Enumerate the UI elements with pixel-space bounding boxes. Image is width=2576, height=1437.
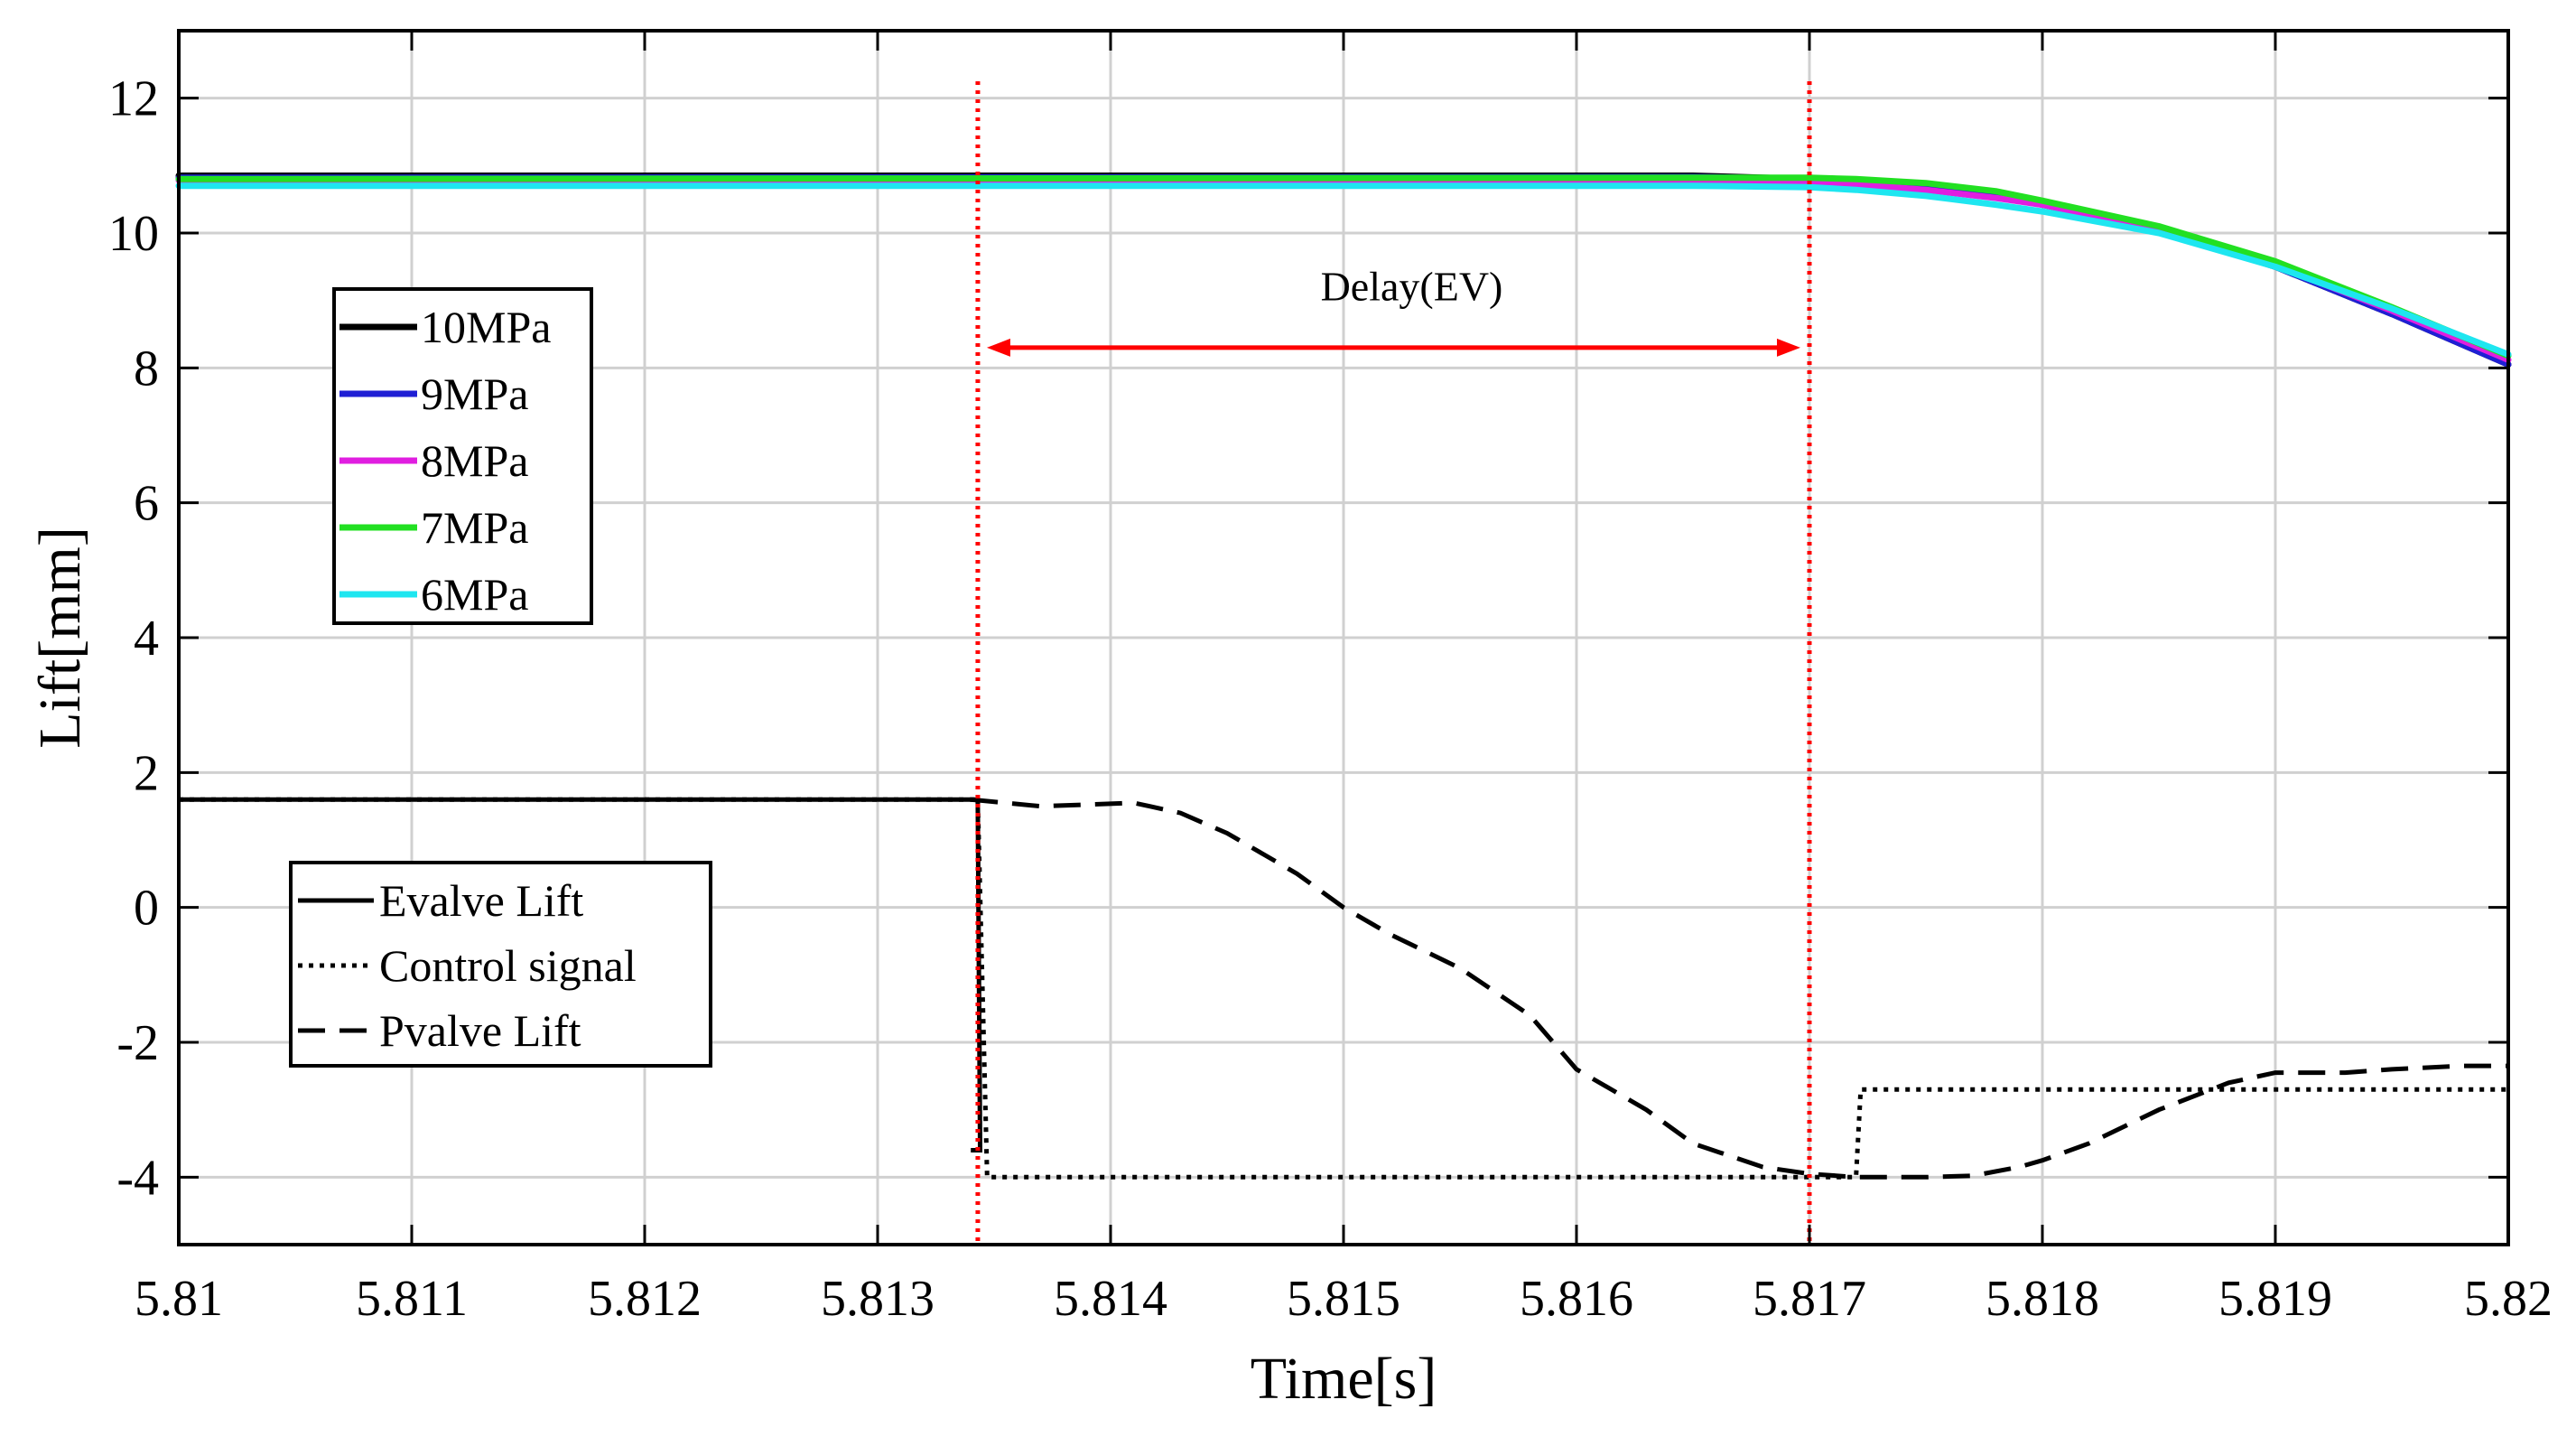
x-tick-label: 5.82 — [2464, 1271, 2553, 1327]
x-tick-label: 5.812 — [588, 1271, 702, 1327]
delay-arrow-head-right — [1777, 338, 1800, 357]
legend-label: 9MPa — [421, 369, 528, 419]
y-tick-label: 6 — [134, 476, 159, 532]
x-tick-label: 5.811 — [356, 1271, 468, 1327]
x-tick-label: 5.815 — [1287, 1271, 1400, 1327]
x-tick-label: 5.819 — [2218, 1271, 2332, 1327]
y-tick-label: 10 — [108, 206, 159, 262]
x-tick-label: 5.816 — [1520, 1271, 1633, 1327]
delay-label: Delay(EV) — [1321, 264, 1503, 310]
delay-arrow-head-left — [986, 338, 1010, 357]
delay-annotation: Delay(EV) — [986, 264, 1800, 357]
signal-legend: Evalve Lift Control signal Pvalve Lift — [289, 861, 712, 1068]
y-axis-title: Lift[mm] — [27, 527, 93, 749]
legend-label: 7MPa — [421, 502, 528, 553]
legend-label: Pvalve Lift — [379, 1005, 581, 1056]
x-axis-title: Time[s] — [1251, 1346, 1437, 1412]
signal-line-evalve-lift — [179, 797, 983, 1152]
y-tick-label: 0 — [134, 881, 159, 937]
pressure-legend-box — [332, 287, 593, 625]
axis-ticks: 5.81 5.811 5.812 5.813 5.814 5.815 5.816 5.817 5… — [108, 31, 2553, 1327]
delay-markers-group — [975, 81, 1812, 1245]
legend-label: Evalve Lift — [379, 875, 583, 926]
signal-line-pvalve-lift — [970, 797, 2508, 1180]
x-tick-label: 5.817 — [1753, 1271, 1866, 1327]
y-tick-label: 8 — [134, 341, 159, 397]
y-tick-label: -4 — [116, 1150, 159, 1206]
legend-label: 10MPa — [421, 302, 551, 352]
x-tick-label: 5.813 — [821, 1271, 935, 1327]
pressure-series-group — [175, 173, 2512, 369]
legend-label: 6MPa — [421, 569, 528, 620]
signal-series-group — [179, 797, 2508, 1180]
series-line-6MPa — [175, 182, 2512, 358]
legend-label: Control signal — [379, 940, 637, 991]
legend-label: 8MPa — [421, 435, 528, 486]
series-line-7MPa — [175, 174, 2512, 359]
y-tick-label: 12 — [108, 71, 159, 127]
y-tick-label: 2 — [134, 745, 159, 801]
x-tick-label: 5.81 — [135, 1271, 223, 1327]
y-tick-label: -2 — [116, 1015, 159, 1071]
x-tick-label: 5.818 — [1985, 1271, 2099, 1327]
x-tick-label: 5.814 — [1054, 1271, 1167, 1327]
pressure-legend: 10MPa 9MPa 8MPa 7MPa 6MPa — [332, 287, 593, 625]
y-tick-label: 4 — [134, 611, 159, 667]
